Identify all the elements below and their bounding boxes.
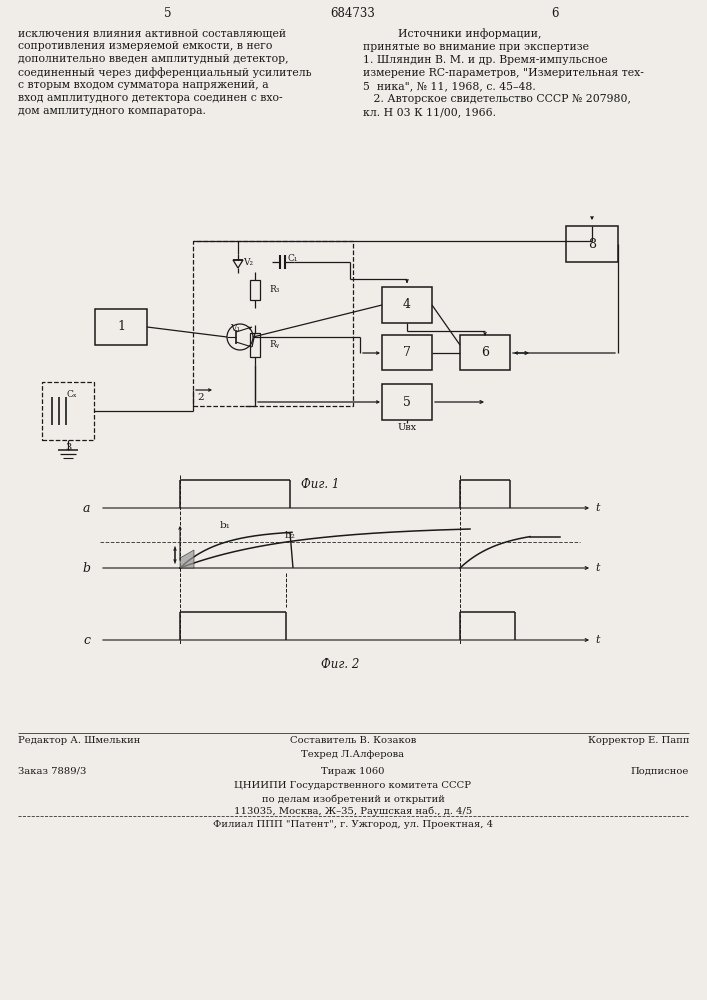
Text: ЦНИИПИ Государственного комитета СССР: ЦНИИПИ Государственного комитета СССР bbox=[235, 781, 472, 790]
Bar bbox=[382, 335, 432, 370]
Text: Uвх: Uвх bbox=[397, 423, 416, 432]
Text: 5: 5 bbox=[164, 7, 172, 20]
Text: V₁: V₁ bbox=[230, 324, 240, 333]
Text: дополнительно введен амплитудный детектор,: дополнительно введен амплитудный детекто… bbox=[18, 54, 288, 64]
Bar bbox=[382, 287, 432, 323]
Text: t: t bbox=[595, 635, 600, 645]
Text: Фuг. 2: Фuг. 2 bbox=[321, 658, 359, 671]
Text: с вторым входом сумматора напряжений, а: с вторым входом сумматора напряжений, а bbox=[18, 80, 269, 90]
Text: 6: 6 bbox=[551, 7, 559, 20]
Bar bbox=[193, 241, 353, 406]
Text: 684733: 684733 bbox=[331, 7, 375, 20]
Text: Филиал ППП "Патент", г. Ужгород, ул. Проектная, 4: Филиал ППП "Патент", г. Ужгород, ул. Про… bbox=[213, 820, 493, 829]
Text: 8: 8 bbox=[588, 237, 596, 250]
Bar bbox=[460, 335, 510, 370]
Text: кл. Н 03 К 11/00, 1966.: кл. Н 03 К 11/00, 1966. bbox=[363, 107, 496, 117]
Text: Тираж 1060: Тираж 1060 bbox=[321, 767, 385, 776]
Text: измерение RC-параметров, "Измерительная тех-: измерение RC-параметров, "Измерительная … bbox=[363, 68, 644, 78]
Text: принятые во внимание при экспертизе: принятые во внимание при экспертизе bbox=[363, 42, 589, 52]
Text: C₁: C₁ bbox=[288, 254, 298, 263]
Text: Редактор А. Шмелькин: Редактор А. Шмелькин bbox=[18, 736, 141, 745]
Text: 2. Авторское свидетельство СССР № 207980,: 2. Авторское свидетельство СССР № 207980… bbox=[363, 94, 631, 104]
Text: 3: 3 bbox=[65, 443, 71, 452]
Text: 1. Шляндин В. М. и др. Время-импульсное: 1. Шляндин В. М. и др. Время-импульсное bbox=[363, 55, 607, 65]
Text: 113035, Москва, Ж–35, Раушская наб., д. 4/5: 113035, Москва, Ж–35, Раушская наб., д. … bbox=[234, 807, 472, 816]
Text: Техред Л.Алферова: Техред Л.Алферова bbox=[301, 750, 404, 759]
Text: исключения влияния активной составляющей: исключения влияния активной составляющей bbox=[18, 28, 286, 38]
Text: Cₓ: Cₓ bbox=[66, 390, 77, 399]
Text: b: b bbox=[82, 562, 90, 574]
Text: Корректор Е. Папп: Корректор Е. Папп bbox=[588, 736, 689, 745]
Text: 4: 4 bbox=[403, 298, 411, 312]
Text: 5: 5 bbox=[403, 395, 411, 408]
Text: Источники информации,: Источники информации, bbox=[398, 28, 542, 39]
Text: Фuг. 1: Фuг. 1 bbox=[300, 478, 339, 491]
Text: по делам изобретений и открытий: по делам изобретений и открытий bbox=[262, 794, 445, 804]
Text: a: a bbox=[83, 502, 90, 514]
Bar bbox=[42, 382, 94, 440]
Text: сопротивления измеряемой емкости, в него: сопротивления измеряемой емкости, в него bbox=[18, 41, 272, 51]
Text: 5  ника", № 11, 1968, с. 45–48.: 5 ника", № 11, 1968, с. 45–48. bbox=[363, 81, 536, 91]
Text: c: c bbox=[83, 634, 90, 647]
Text: соединенный через дифференциальный усилитель: соединенный через дифференциальный усили… bbox=[18, 67, 312, 78]
Text: t: t bbox=[595, 503, 600, 513]
Text: Заказ 7889/3: Заказ 7889/3 bbox=[18, 767, 86, 776]
Text: Составитель В. Козаков: Составитель В. Козаков bbox=[290, 736, 416, 745]
Bar bbox=[95, 309, 147, 345]
Text: 7: 7 bbox=[403, 347, 411, 360]
Text: Rᵧ: Rᵧ bbox=[269, 340, 279, 350]
Text: вход амплитудного детектора соединен с вхо-: вход амплитудного детектора соединен с в… bbox=[18, 93, 283, 103]
Text: дом амплитудного компаратора.: дом амплитудного компаратора. bbox=[18, 106, 206, 116]
Bar bbox=[250, 280, 260, 300]
Text: 6: 6 bbox=[481, 347, 489, 360]
Text: R₃: R₃ bbox=[269, 286, 279, 294]
Bar bbox=[382, 384, 432, 420]
Polygon shape bbox=[180, 550, 194, 568]
Text: b₁: b₁ bbox=[220, 521, 230, 530]
Bar bbox=[566, 226, 618, 262]
Text: V₂: V₂ bbox=[243, 258, 253, 267]
Bar bbox=[250, 333, 260, 357]
Text: Подписное: Подписное bbox=[631, 767, 689, 776]
Text: 1: 1 bbox=[117, 320, 125, 334]
Text: t: t bbox=[595, 563, 600, 573]
Text: 2: 2 bbox=[197, 393, 204, 402]
Text: b₂: b₂ bbox=[284, 531, 296, 540]
